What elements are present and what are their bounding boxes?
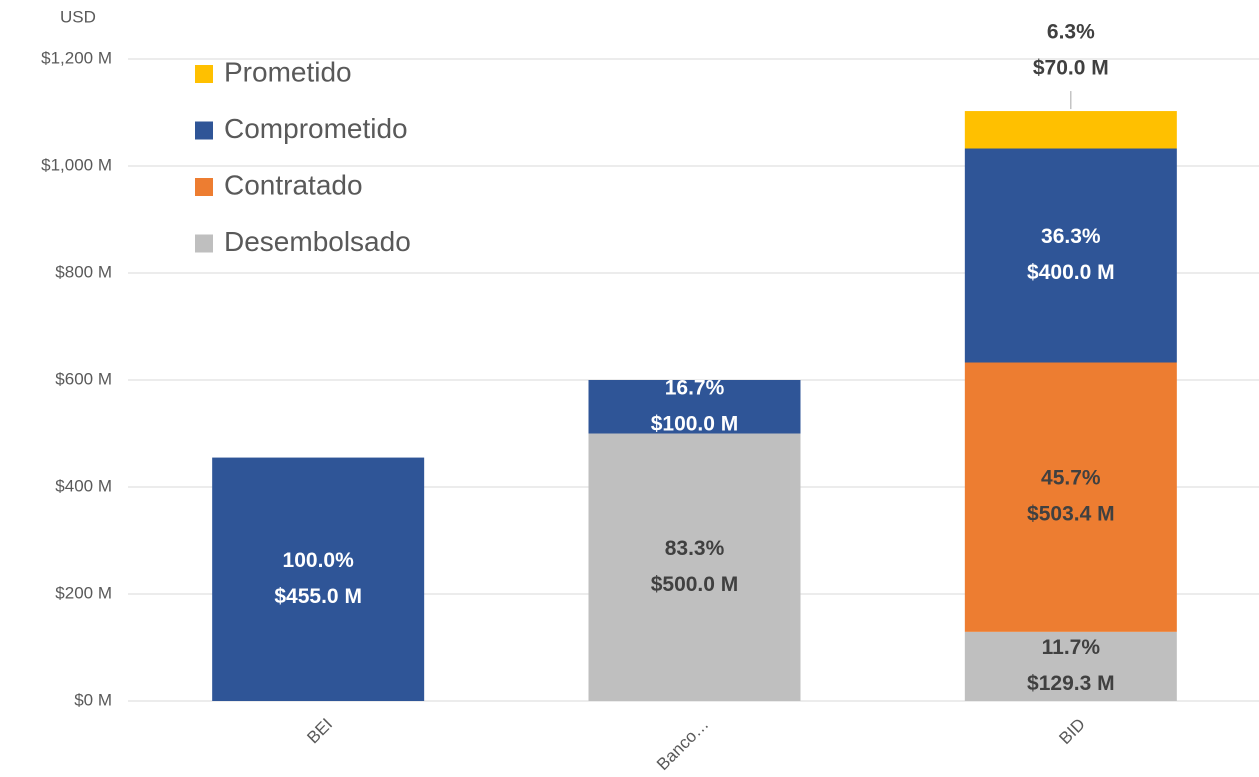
y-tick-label: $1,200 M — [41, 48, 112, 67]
y-tick-label: $600 M — [55, 369, 112, 388]
y-tick-label: $400 M — [55, 476, 112, 495]
legend-label: Prometido — [224, 56, 352, 87]
y-tick-label: $0 M — [74, 690, 112, 709]
data-label: $129.3 M — [1027, 672, 1115, 695]
bar-segment — [964, 362, 1177, 632]
bar-segment — [588, 433, 801, 701]
x-tick-label: BID — [1055, 715, 1088, 748]
data-label-percent: 6.3% — [1047, 21, 1095, 44]
legend-label: Desembolsado — [224, 226, 411, 257]
legend-swatch — [195, 65, 213, 83]
legend-swatch — [195, 234, 213, 253]
legend-label: Comprometido — [224, 113, 408, 144]
bar-segment — [964, 111, 1177, 149]
data-label-percent: 100.0% — [283, 549, 355, 572]
data-label: $70.0 M — [1033, 57, 1109, 80]
legend-swatch — [195, 178, 213, 196]
data-label: $100.0 M — [651, 412, 739, 435]
data-label: $400.0 M — [1027, 261, 1115, 284]
legend-label: Contratado — [224, 169, 363, 200]
bar-segment — [212, 457, 425, 701]
data-label: $455.0 M — [274, 585, 362, 608]
x-tick-label: Banco… — [653, 715, 713, 775]
bar-segment — [588, 380, 801, 434]
data-label-percent: 36.3% — [1041, 225, 1101, 248]
data-label: $500.0 M — [651, 573, 739, 596]
x-tick-label: BEI — [303, 715, 336, 748]
y-axis-label: USD — [60, 7, 96, 26]
legend-swatch — [195, 121, 213, 140]
y-tick-label: $200 M — [55, 583, 112, 602]
y-tick-label: $800 M — [55, 262, 112, 281]
y-tick-label: $1,000 M — [41, 155, 112, 174]
data-label-percent: 45.7% — [1041, 467, 1101, 490]
data-label-percent: 11.7% — [1042, 636, 1101, 659]
bar-segment — [964, 148, 1177, 363]
data-label-percent: 83.3% — [665, 537, 725, 560]
data-label: $503.4 M — [1027, 503, 1115, 526]
data-label-percent: 16.7% — [665, 376, 725, 399]
bar-segment — [964, 631, 1177, 701]
